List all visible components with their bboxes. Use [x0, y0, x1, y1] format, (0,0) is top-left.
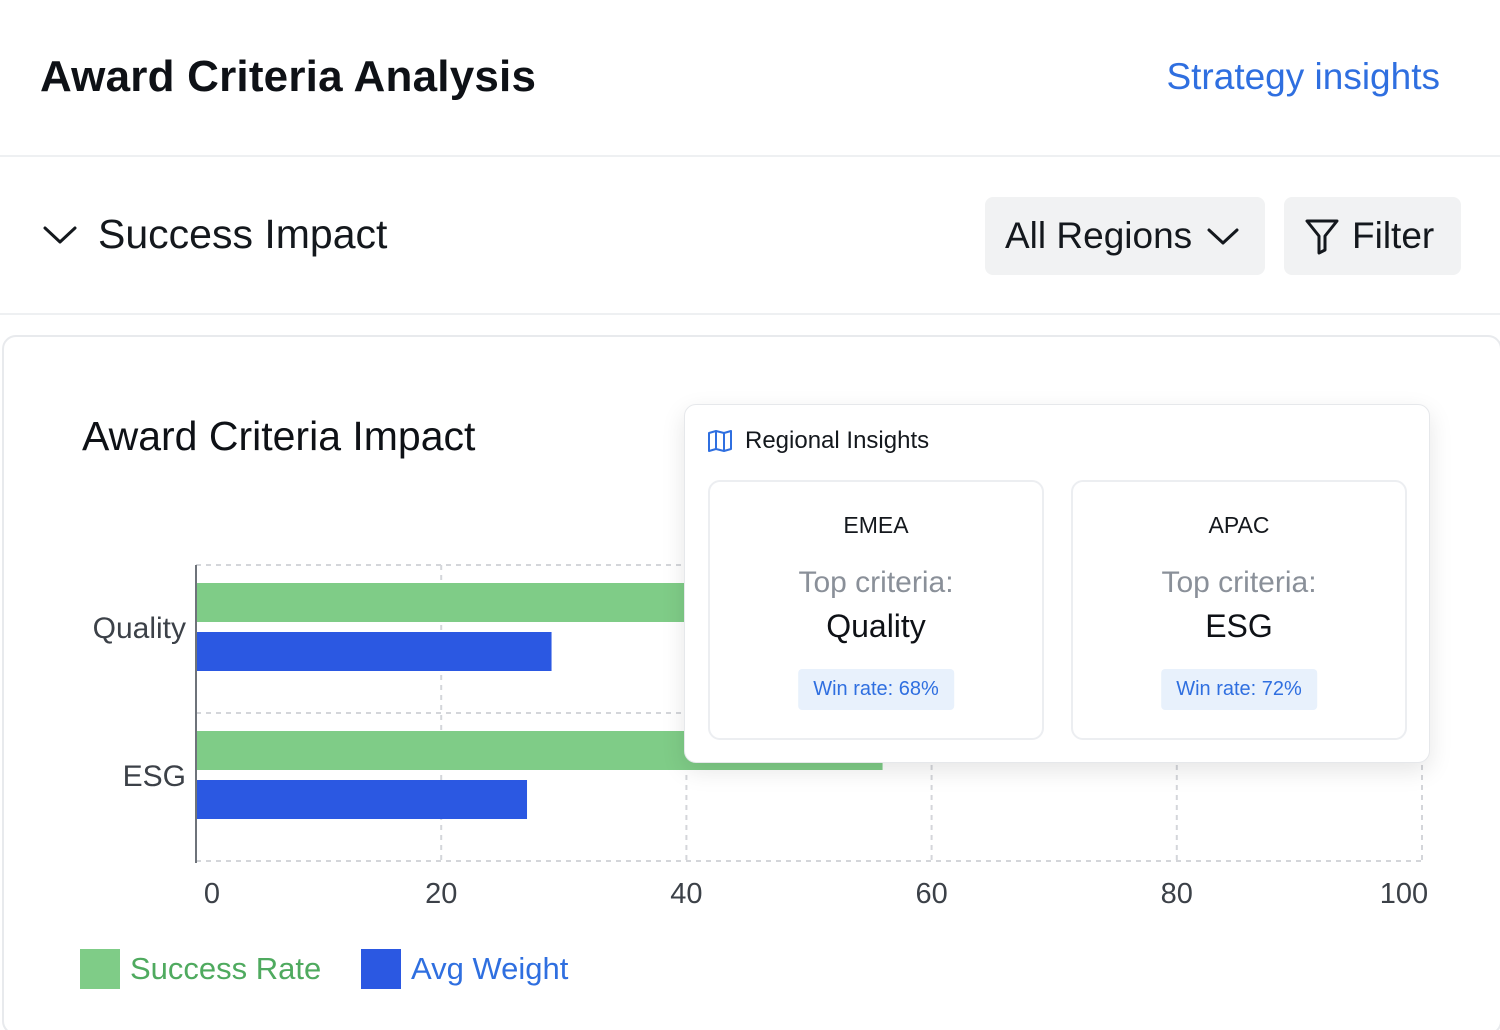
x-tick-label: 20: [425, 878, 457, 910]
region-top-criteria-value: ESG: [1205, 608, 1273, 644]
section-header: Success Impact All Regions Filter: [0, 157, 1500, 315]
legend-avg-weight[interactable]: Avg Weight: [361, 949, 568, 989]
x-tick-label: 0: [204, 878, 220, 910]
win-rate-badge: Win rate: 68%: [798, 669, 954, 710]
page-header: Award Criteria Analysis Strategy insight…: [0, 0, 1500, 157]
legend-success-rate[interactable]: Success Rate: [80, 949, 321, 989]
filter-button[interactable]: Filter: [1284, 197, 1461, 275]
x-tick-label: 40: [670, 878, 702, 910]
popup-header: Regional Insights: [707, 427, 929, 455]
region-select[interactable]: All Regions: [985, 197, 1265, 275]
chevron-down-icon: [1207, 228, 1239, 245]
y-tick-label: Quality: [93, 612, 186, 645]
chart-title: Award Criteria Impact: [82, 413, 476, 459]
legend-swatch: [80, 949, 120, 989]
win-rate-badge: Win rate: 72%: [1161, 669, 1317, 710]
strategy-insights-link[interactable]: Strategy insights: [1166, 56, 1440, 97]
region-card-emea[interactable]: EMEA Top criteria: Quality Win rate: 68%: [708, 480, 1044, 740]
map-icon: [708, 430, 732, 452]
bar-avg-weight-esg: [196, 780, 528, 819]
region-top-criteria-label: Top criteria:: [798, 566, 954, 599]
filter-icon: [1305, 219, 1339, 255]
popup-title: Regional Insights: [745, 427, 930, 454]
legend-label: Success Rate: [130, 951, 322, 986]
x-tick-label: 100: [1380, 878, 1428, 910]
bar-avg-weight-quality: [196, 632, 552, 671]
legend-swatch: [361, 949, 401, 989]
regional-insights-popup: Regional Insights EMEA Top criteria: Qua…: [684, 404, 1430, 763]
filter-label: Filter: [1352, 215, 1435, 256]
chevron-down-icon[interactable]: [42, 222, 78, 246]
region-name: EMEA: [843, 512, 909, 538]
region-top-criteria-value: Quality: [826, 608, 926, 644]
x-tick-label: 60: [915, 878, 947, 910]
x-tick-label: 80: [1161, 878, 1193, 910]
legend-label: Avg Weight: [411, 951, 569, 986]
y-tick-label: ESG: [123, 760, 186, 793]
region-card-apac[interactable]: APAC Top criteria: ESG Win rate: 72%: [1071, 480, 1407, 740]
region-top-criteria-label: Top criteria:: [1161, 566, 1317, 599]
page-title: Award Criteria Analysis: [40, 52, 537, 101]
section-title[interactable]: Success Impact: [98, 211, 388, 257]
region-name: APAC: [1208, 512, 1270, 538]
region-select-value: All Regions: [1005, 215, 1193, 256]
